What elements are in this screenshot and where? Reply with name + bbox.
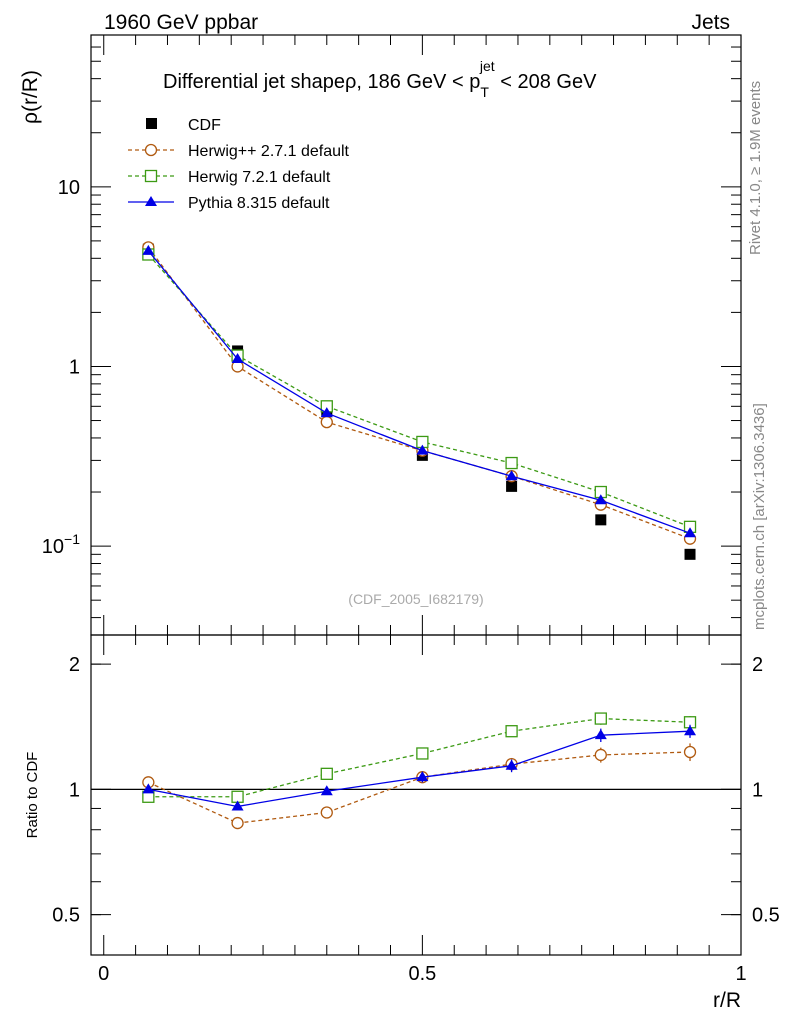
series-cdf: [142, 243, 696, 560]
y-tick-label-base: 10: [42, 536, 64, 558]
legend-label-cdf: CDF: [188, 117, 221, 134]
legend-label-herwigpp: Herwig++ 2.7.1 default: [188, 143, 350, 160]
data-point: [416, 771, 429, 782]
main-ylabel: ρ(r/R): [19, 70, 42, 124]
legend-label-pythia: Pythia 8.315 default: [188, 195, 330, 212]
data-point: [416, 444, 429, 455]
x-tick-label: 1: [735, 963, 746, 985]
data-point: [320, 806, 333, 819]
series-herwig-2-7-1-default: [142, 241, 697, 545]
data-point: [320, 407, 333, 418]
data-point: [683, 745, 697, 759]
header-left: 1960 GeV ppbar: [104, 11, 258, 34]
data-point: [595, 514, 607, 526]
data-point: [594, 729, 607, 740]
title-sub: T: [480, 84, 489, 100]
legend-entry-herwigpp: Herwig++ 2.7.1 default: [128, 143, 350, 160]
series-line-herwig-7-2-1-default: [147, 254, 691, 528]
x-tick-label: 0.5: [408, 963, 436, 985]
y-tick-label: 10: [58, 177, 80, 199]
main-title: Differential jet shapeρ, 186 GeV < pTjet…: [163, 58, 597, 100]
y-tick-label-right: 1: [752, 779, 763, 801]
data-point: [505, 759, 518, 770]
title-tail: < 208 GeV: [495, 71, 597, 93]
data-point: [594, 748, 607, 762]
data-point: [231, 800, 244, 811]
series-herwig-7-2-1-default: [142, 248, 697, 533]
y-tick-label: 0.5: [52, 905, 80, 927]
y-tick-label: 10−1: [42, 531, 80, 558]
ratio-xlabel: r/R: [713, 989, 741, 1012]
legend-marker-cdf: [146, 118, 157, 129]
data-point: [416, 747, 429, 760]
legend-entry-cdf: CDF: [146, 117, 221, 134]
y-tick-label: 2: [69, 654, 80, 676]
data-point: [320, 785, 333, 796]
legend-marker-pythia: [145, 196, 157, 206]
data-point: [505, 456, 518, 470]
ratio-ylabel: Ratio to CDF: [24, 752, 41, 839]
legend-marker-herwigpp: [144, 143, 158, 157]
legend-entry-herwig7: Herwig 7.2.1 default: [128, 169, 331, 186]
data-point: [320, 767, 333, 780]
legend: CDF Herwig++ 2.7.1 default Herwig 7.2.1 …: [128, 117, 350, 212]
data-point: [684, 725, 697, 736]
y-tick-label: 1: [69, 779, 80, 801]
data-point: [594, 712, 607, 725]
watermark: (CDF_2005_I682179): [348, 591, 483, 607]
ratio-panel: Ratio to CDF r/R 0.5 0.5 1 1 2 2 0 0.5 1: [24, 634, 780, 1012]
title-sup: jet: [479, 58, 495, 74]
series-pythia-8-315-default: [142, 244, 697, 538]
y-tick-label-exp: −1: [64, 531, 80, 547]
data-point: [684, 527, 697, 538]
data-point: [320, 415, 333, 429]
title-main: Differential jet shapeρ, 186 GeV < p: [163, 71, 480, 93]
main-series: [142, 241, 697, 560]
legend-label-herwig7: Herwig 7.2.1 default: [188, 169, 331, 186]
header-right: Jets: [691, 11, 730, 34]
main-panel: ρ(r/R) Differential jet shapeρ, 186 GeV …: [19, 34, 742, 636]
data-point: [505, 725, 518, 738]
series-pythia-8-315-default: [142, 724, 697, 811]
y-tick-label: 1: [69, 356, 80, 378]
legend-marker-herwig7: [144, 169, 158, 183]
data-point: [505, 470, 518, 481]
data-point: [684, 548, 696, 560]
data-point: [231, 816, 244, 830]
series-line-pythia-8-315-default: [148, 730, 691, 808]
x-tick-label: 0: [98, 963, 109, 985]
series-line-herwig-2-7-1-default: [148, 751, 691, 824]
ratio-ticks: 0.5 0.5 1 1 2 2 0 0.5 1: [52, 635, 780, 985]
legend-entry-pythia: Pythia 8.315 default: [128, 195, 330, 212]
data-point: [594, 494, 607, 505]
y-tick-label-right: 0.5: [752, 905, 780, 927]
data-point: [142, 244, 155, 255]
mcplots-label: mcplots.cern.ch [arXiv:1306.3436]: [751, 403, 768, 630]
y-tick-label-right: 2: [752, 654, 763, 676]
series-herwig-7-2-1-default: [142, 712, 697, 803]
ratio-series: [142, 712, 697, 830]
rivet-label: Rivet 4.1.0, ≥ 1.9M events: [747, 81, 764, 255]
data-point: [142, 783, 155, 794]
series-line-pythia-8-315-default: [147, 250, 691, 534]
data-point: [231, 353, 244, 364]
ratio-frame: [90, 634, 742, 956]
data-point: [506, 480, 518, 492]
